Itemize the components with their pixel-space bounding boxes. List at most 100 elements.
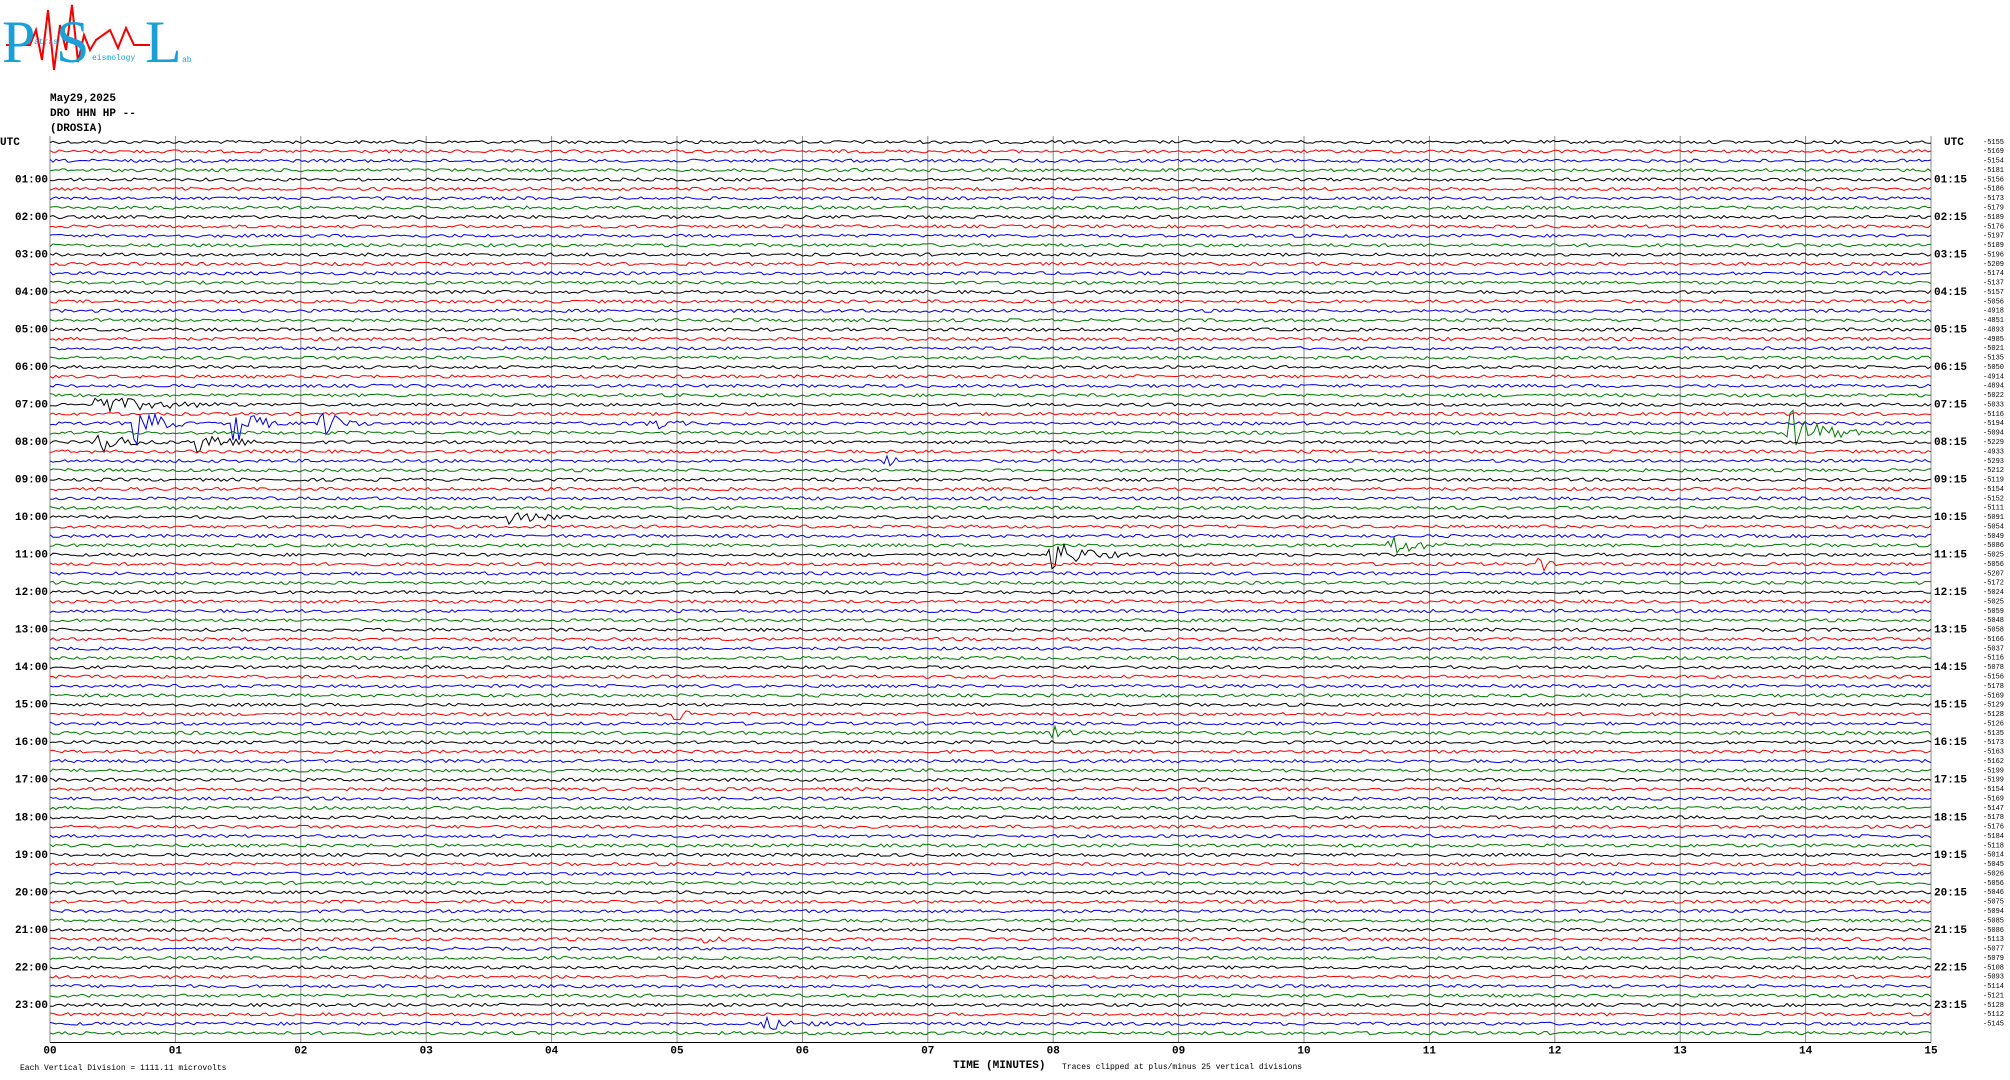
trace-offset: -5022: [1983, 392, 2004, 400]
trace-offset: -5048: [1983, 617, 2004, 625]
trace-offset: -5154: [1983, 158, 2004, 166]
seismic-trace: [49, 862, 1931, 867]
trace-offset: -5056: [1983, 298, 2004, 306]
seismic-trace: [49, 280, 1932, 285]
seismic-trace: [49, 627, 1932, 633]
right-hour-label: 19:15: [1934, 850, 1967, 862]
trace-offset: -5079: [1983, 955, 2004, 963]
left-hour-label: 12:00: [15, 587, 48, 599]
trace-offset: -5196: [1983, 251, 2004, 259]
trace-offset: -5128: [1983, 711, 2004, 719]
trace-offset: -5199: [1983, 777, 2004, 785]
right-hour-label: 08:15: [1934, 437, 1967, 449]
seismic-trace: [49, 768, 1932, 773]
seismic-trace: [49, 233, 1932, 239]
trace-offset: -5137: [1983, 280, 2004, 288]
left-hour-label: 19:00: [15, 850, 48, 862]
seismic-trace: [49, 1030, 1932, 1036]
trace-offset: -5173: [1983, 739, 2004, 747]
seismic-trace: [49, 454, 1932, 467]
trace-offset: -5026: [1983, 870, 2004, 878]
trace-offset: -5025: [1983, 552, 2004, 560]
trace-offset: -5058: [1983, 627, 2004, 635]
seismic-trace: [49, 139, 1931, 145]
seismic-trace: [49, 599, 1932, 604]
seismic-trace: [49, 149, 1932, 154]
seismic-trace: [50, 936, 1932, 944]
trace-offset: -5093: [1983, 974, 2004, 982]
seismic-trace: [49, 327, 1932, 332]
seismic-trace: [49, 393, 1932, 398]
left-hour-label: 07:00: [15, 400, 48, 412]
seismic-trace: [49, 955, 1932, 961]
seismic-trace: [49, 536, 1932, 555]
right-hour-label: 11:15: [1934, 550, 1967, 562]
seismic-trace: [49, 946, 1932, 951]
trace-offset: -5049: [1983, 533, 2004, 541]
trace-offset: -5046: [1983, 889, 2004, 897]
seismic-trace: [49, 486, 1931, 492]
trace-offset: -5169: [1983, 795, 2004, 803]
trace-offset: -5078: [1983, 664, 2004, 672]
x-tick-label: 14: [1799, 1045, 1813, 1057]
seismic-trace: [49, 899, 1932, 904]
seismic-trace: [49, 974, 1932, 980]
seismic-trace: [49, 918, 1932, 923]
seismic-trace: [49, 758, 1932, 764]
trace-offset: -5116: [1983, 655, 2004, 663]
seismic-trace: [49, 557, 1932, 573]
seismic-trace: [49, 693, 1932, 698]
trace-offset: -5174: [1983, 270, 2004, 278]
trace-offset: -5129: [1983, 702, 2004, 710]
trace-offset: -5207: [1983, 570, 2004, 578]
seismic-trace: [49, 815, 1932, 820]
seismic-trace: [49, 843, 1932, 848]
seismic-trace: [49, 374, 1932, 379]
seismic-trace: [49, 1012, 1932, 1017]
right-hour-label: 05:15: [1934, 325, 1967, 337]
x-tick-label: 01: [169, 1045, 183, 1057]
x-tick-label: 10: [1297, 1045, 1310, 1057]
right-hour-label: 06:15: [1934, 362, 1967, 374]
seismic-trace: [49, 299, 1932, 304]
right-hour-label: 15:15: [1934, 700, 1967, 712]
trace-offset: -5157: [1983, 289, 2004, 297]
right-hour-label: 10:15: [1934, 512, 1967, 524]
seismic-trace: [49, 871, 1932, 876]
trace-offset: -5111: [1983, 505, 2004, 513]
seismic-trace: [49, 824, 1932, 829]
logo-letter: P: [2, 9, 35, 75]
seismic-trace: [49, 186, 1932, 192]
seismic-trace: [49, 336, 1932, 342]
seismic-trace: [49, 383, 1932, 389]
x-tick-label: 12: [1548, 1045, 1561, 1057]
seismic-trace: [49, 608, 1932, 614]
seismic-trace: [49, 646, 1932, 651]
trace-offset: -4914: [1983, 373, 2004, 381]
trace-offset: -5155: [1983, 139, 2004, 147]
trace-offset: -5179: [1983, 205, 2004, 213]
left-hour-label: 20:00: [15, 887, 48, 899]
trace-offset: -5152: [1983, 495, 2004, 503]
trace-offset: -5156: [1983, 674, 2004, 682]
header-location: (DROSIA): [50, 123, 103, 135]
header-date: May29,2025: [50, 93, 116, 105]
seismic-trace: [49, 833, 1932, 839]
trace-offset: -4893: [1983, 326, 2004, 334]
left-hour-label: 02:00: [15, 212, 48, 224]
trace-offset: -5045: [1983, 861, 2004, 869]
seismic-trace: [49, 1002, 1932, 1008]
left-hour-label: 06:00: [15, 362, 48, 374]
right-hour-label: 01:15: [1934, 174, 1967, 186]
trace-offset: -5118: [1983, 842, 2004, 850]
x-tick-label: 02: [294, 1045, 307, 1057]
right-hour-label: 17:15: [1934, 775, 1967, 787]
trace-offset: -5156: [1983, 176, 2004, 184]
left-hour-label: 13:00: [15, 625, 48, 637]
seismic-trace: [49, 242, 1931, 248]
seismic-trace: [49, 965, 1932, 970]
right-hour-label: 14:15: [1934, 662, 1967, 674]
left-hour-label: 08:00: [15, 437, 48, 449]
trace-offset: -5121: [1983, 992, 2004, 1000]
